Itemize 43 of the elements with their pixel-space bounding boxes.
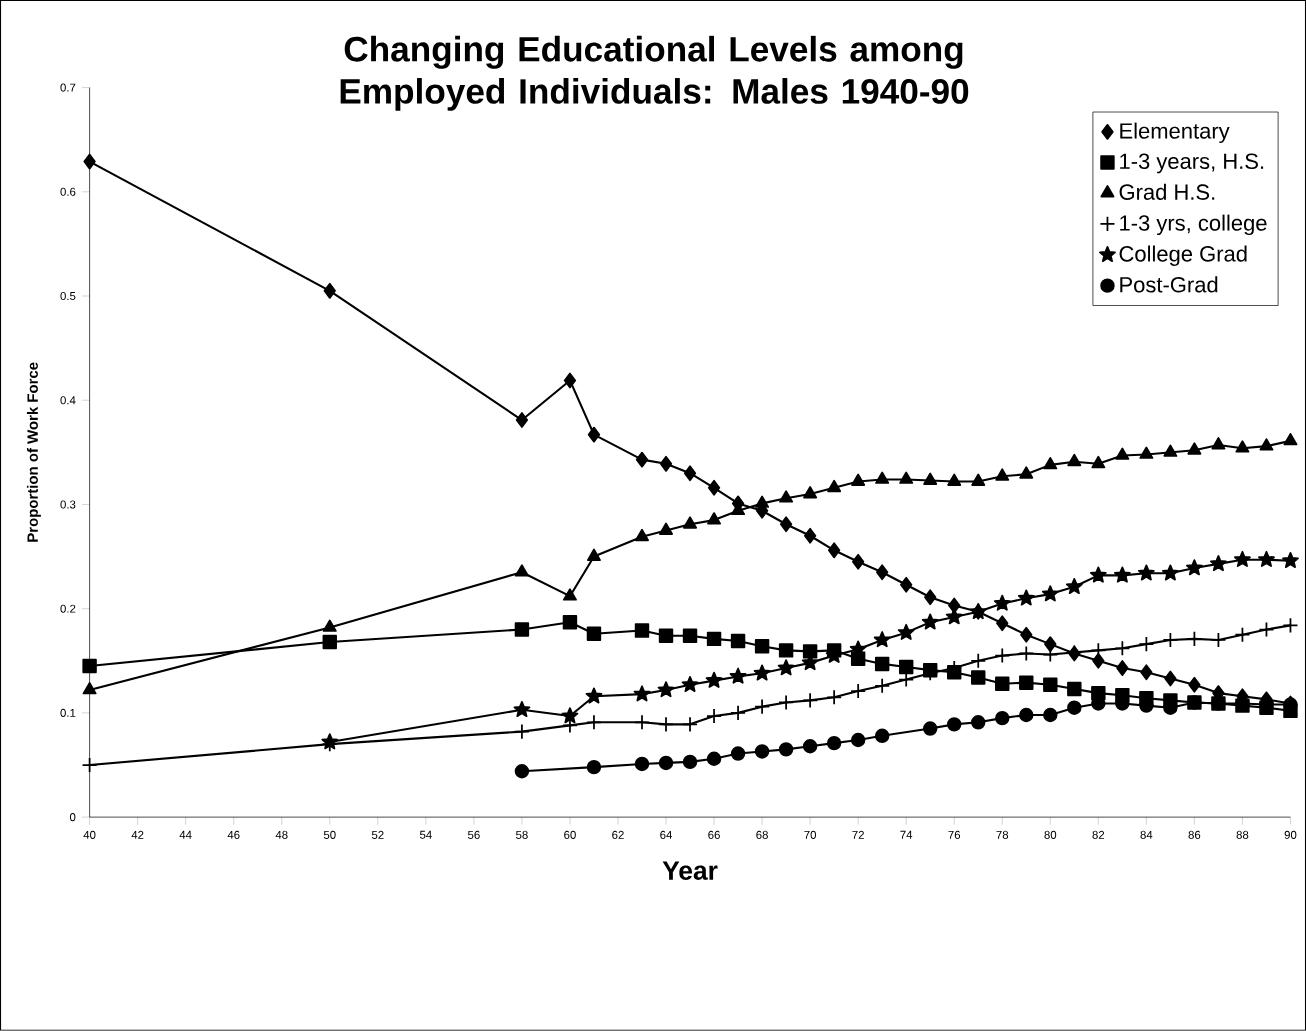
x-tick-label: 68 — [756, 830, 768, 840]
x-tick-label: 62 — [612, 830, 624, 840]
x-tick-label: 56 — [467, 830, 480, 840]
x-tick-label: 82 — [1092, 830, 1105, 840]
x-tick-label: 54 — [419, 830, 432, 839]
legend-label: 1-3 yrs, college — [1120, 214, 1267, 236]
x-tick-label: 78 — [996, 830, 1009, 840]
y-tick-label: 0.6 — [60, 187, 76, 196]
y-tick-label: 0.1 — [60, 708, 76, 718]
x-tick-label: 48 — [275, 830, 288, 840]
legend-label: Elementary — [1120, 122, 1230, 144]
x-tick-label: 60 — [564, 830, 576, 840]
x-axis-title: Year — [662, 861, 718, 881]
legend-label: Grad H.S. — [1119, 183, 1215, 200]
x-tick-label: 52 — [371, 830, 384, 840]
legend-label: Post-Grad — [1120, 276, 1218, 293]
x-tick-label: 58 — [516, 830, 528, 840]
x-tick-label: 76 — [948, 830, 961, 840]
chart-title: Changing Educational Levels among Employed Individuals: Males 1940-90 — [340, 35, 969, 111]
x-tick-label: 70 — [804, 830, 817, 840]
x-tick-label: 88 — [1236, 830, 1249, 840]
legend-label: 1-3 years, H.S. — [1120, 153, 1264, 174]
x-tick-label: 64 — [660, 830, 673, 840]
x-tick-label: 44 — [179, 830, 192, 839]
x-tick-label: 86 — [1188, 830, 1201, 840]
x-tick-label: 42 — [131, 830, 144, 839]
x-tick-label: 84 — [1140, 830, 1153, 840]
x-tick-label: 40 — [83, 830, 96, 840]
x-tick-label: 46 — [227, 830, 240, 840]
y-axis-title: Proportion of Work Force — [26, 362, 41, 542]
y-tick-label: 0.4 — [60, 396, 76, 405]
y-tick-label: 0.2 — [60, 604, 76, 613]
y-tick-label: 0.5 — [60, 292, 76, 301]
x-tick-label: 72 — [852, 830, 864, 839]
y-tick-label: 0.7 — [60, 83, 76, 92]
x-tick-label: 66 — [708, 830, 720, 840]
x-tick-label: 80 — [1044, 830, 1057, 840]
x-tick-label: 50 — [323, 830, 336, 840]
legend-label: College Grad — [1119, 245, 1247, 267]
y-tick-label: 0.3 — [60, 500, 76, 509]
x-tick-label: 90 — [1284, 830, 1297, 840]
y-tick-label: 0 — [69, 813, 76, 822]
x-tick-label: 74 — [900, 830, 913, 839]
